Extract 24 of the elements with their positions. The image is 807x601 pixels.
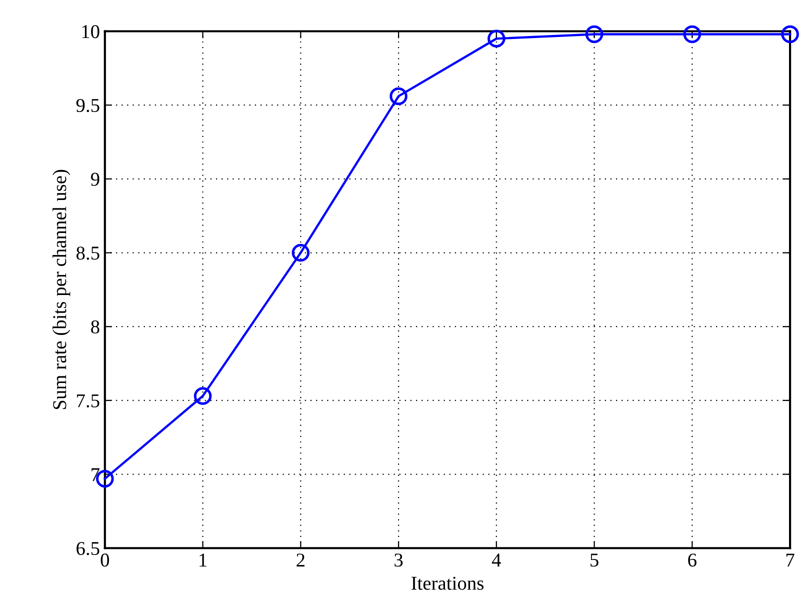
x-axis-title: Iterations [411,576,484,590]
x-tick-label: 4 [492,554,501,566]
point [585,25,604,44]
x-tick-label: 6 [688,554,696,567]
x-tick-label: 5 [590,554,598,567]
point [390,87,408,106]
y-tick-label: 7.5 [77,394,100,408]
point [781,25,799,44]
x-tick-label: 0 [100,554,110,567]
point [683,25,702,44]
y-tick-label: 8 [91,320,100,334]
point [292,244,310,262]
y-tick-label: 6.5 [76,542,100,556]
y-tick-label: 10 [82,25,100,38]
x-tick-label: 3 [394,554,403,567]
y-tick-label: 9 [90,172,100,186]
y-tick-label: 8.5 [76,246,100,260]
y-axis-title: Sum rate (bits per channel use) [52,170,70,410]
x-tick-label: 2 [296,554,304,566]
y-tick-label: 9.5 [76,98,100,112]
x-tick-label: 1 [200,554,206,566]
point [488,30,506,48]
point [194,387,212,405]
x-tick-label: 7 [786,554,794,566]
